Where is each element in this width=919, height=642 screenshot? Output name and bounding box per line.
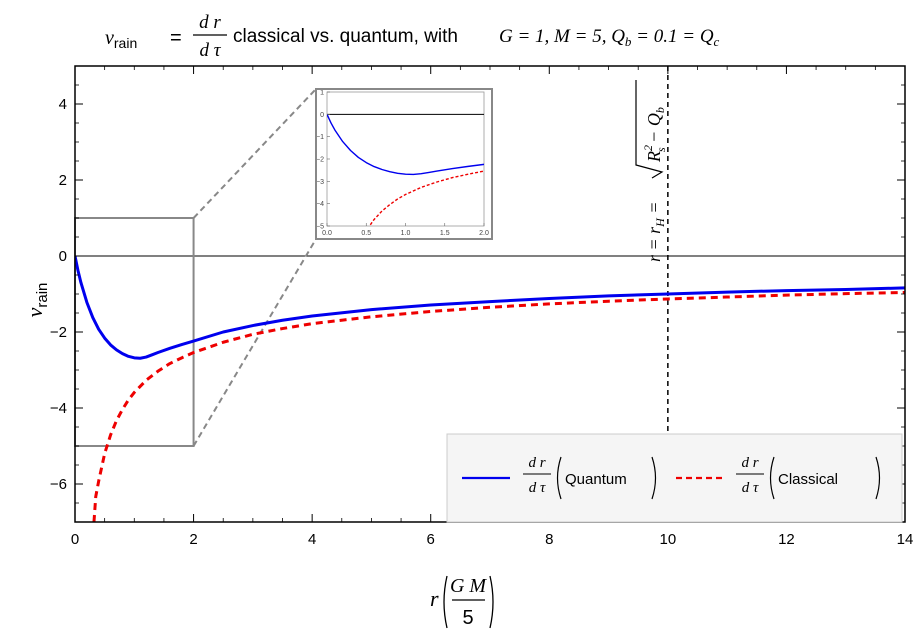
title-equals: = — [170, 27, 182, 49]
y-axis-label: vrain — [22, 283, 51, 318]
xlabel-paren-right — [489, 575, 494, 629]
xlabel-var: r — [430, 586, 439, 611]
y-tick-label: 0 — [59, 248, 67, 265]
vline-label-sup2: 2 — [641, 145, 655, 151]
series-quantum-inset-line — [327, 114, 484, 176]
svg-text:G = 1, M = 5, Qb = 0.1 = Qc: G = 1, M = 5, Qb = 0.1 = Qc — [499, 26, 720, 49]
zoom-box — [74, 88, 317, 447]
inset-x-tick-label: 2.0 — [479, 230, 489, 237]
inset-y-tick-label: −1 — [316, 134, 324, 141]
inset-series-group — [327, 114, 484, 226]
series-group — [75, 255, 905, 522]
inset-y-tick-label: 0 — [320, 112, 324, 119]
inset-chart: 0.0 0.5 1.0 1.5 2.0 −5 −4 −3 −2 −1 0 1 — [315, 88, 493, 240]
inset-x-tick-label: 0.0 — [322, 230, 332, 237]
inset-x-tick-label: 0.5 — [361, 230, 371, 237]
ylabel-sub: rain — [34, 283, 51, 308]
vline-label: r = rH = R2s − Qb — [635, 80, 668, 262]
title-params-tail: = 0.1 = Q — [631, 26, 713, 47]
legend-quantum-frac-den: d τ — [529, 480, 546, 496]
legend-classical-frac-num: d r — [741, 455, 758, 471]
title-text: classical vs. quantum, with — [233, 26, 458, 47]
legend-classical-frac-den: d τ — [742, 480, 759, 496]
x-tick-label: 14 — [897, 531, 914, 548]
svg-text:vrain: vrain — [22, 283, 51, 318]
tick-labels: 0 2 4 6 8 10 12 14 −6 −4 −2 0 2 4 — [50, 96, 913, 548]
inset-border — [315, 88, 493, 240]
vline-label-radical — [635, 80, 664, 179]
legend-classical-paren-left — [769, 456, 775, 500]
series-quantum-line — [75, 255, 905, 360]
legend: d r d τ Quantum d r d τ Classical — [446, 433, 903, 523]
vline-label-sub-h: H — [653, 217, 667, 228]
title-params: G = 1, M = 5, Q — [499, 26, 625, 47]
y-tick-label: −2 — [50, 324, 67, 341]
vline-label-a: r = r — [644, 226, 664, 262]
title-lhs-sub: rain — [114, 35, 137, 51]
zoom-rectangle — [74, 217, 195, 447]
title-frac-num: d r — [199, 12, 221, 33]
x-tick-label: 10 — [660, 531, 677, 548]
x-tick-label: 8 — [545, 531, 553, 548]
title-sub-c: c — [714, 34, 720, 49]
title-sub-b: b — [625, 34, 632, 49]
x-tick-label: 4 — [308, 531, 316, 548]
svg-text:R2s − Qb: R2s − Qb — [641, 107, 668, 163]
zoom-connector-top — [192, 88, 317, 219]
x-tick-label: 2 — [189, 531, 197, 548]
y-tick-label: −6 — [50, 476, 67, 493]
svg-text:r = rH =: r = rH = — [644, 202, 667, 262]
legend-box — [446, 433, 903, 523]
inset-content: 0.0 0.5 1.0 1.5 2.0 −5 −4 −3 −2 −1 0 1 — [316, 90, 489, 238]
legend-quantum-paren-left — [556, 456, 562, 500]
svg-text:vrain: vrain — [105, 27, 137, 51]
title-frac-den: d τ — [199, 40, 221, 61]
vline-label-sub-b: b — [653, 107, 667, 113]
title-lhs-var: v — [105, 27, 114, 49]
inset-y-tick-label: −5 — [316, 224, 324, 231]
x-tick-label: 0 — [71, 531, 79, 548]
vline-label-sub-s: s — [654, 147, 668, 152]
inset-background — [316, 89, 492, 239]
xlabel-num: G M — [450, 575, 487, 597]
inset-x-tick-label: 1.5 — [440, 230, 450, 237]
y-tick-label: 4 — [59, 96, 67, 113]
vline-label-b: = — [644, 202, 664, 219]
legend-classical-paren-right — [875, 456, 881, 500]
legend-quantum-label: Quantum — [565, 471, 627, 488]
vline-label-rad1: R — [644, 151, 664, 163]
y-tick-label: −4 — [50, 400, 67, 417]
zoom-connector-bottom — [192, 238, 317, 447]
inset-y-tick-label: −2 — [316, 157, 324, 164]
series-classical-line — [92, 290, 905, 522]
inset-y-tick-label: −4 — [316, 201, 324, 208]
chart-title: vrain = d r d τ classical vs. quantum, w… — [105, 12, 720, 61]
xlabel-paren-left — [443, 575, 448, 629]
x-axis-label: r G M 5 — [430, 575, 494, 629]
inset-x-tick-label: 1.0 — [401, 230, 411, 237]
x-tick-label: 12 — [778, 531, 795, 548]
x-tick-label: 6 — [427, 531, 435, 548]
vline-label-rad2: − Q — [644, 113, 664, 147]
legend-classical-label: Classical — [778, 471, 838, 488]
inset-y-tick-label: −3 — [316, 179, 324, 186]
ylabel-var: v — [22, 307, 47, 317]
legend-quantum-paren-right — [651, 456, 657, 500]
legend-quantum-frac-num: d r — [528, 455, 545, 471]
xlabel-den: 5 — [462, 607, 473, 629]
y-tick-label: 2 — [59, 172, 67, 189]
inset-y-tick-label: 1 — [320, 90, 324, 97]
